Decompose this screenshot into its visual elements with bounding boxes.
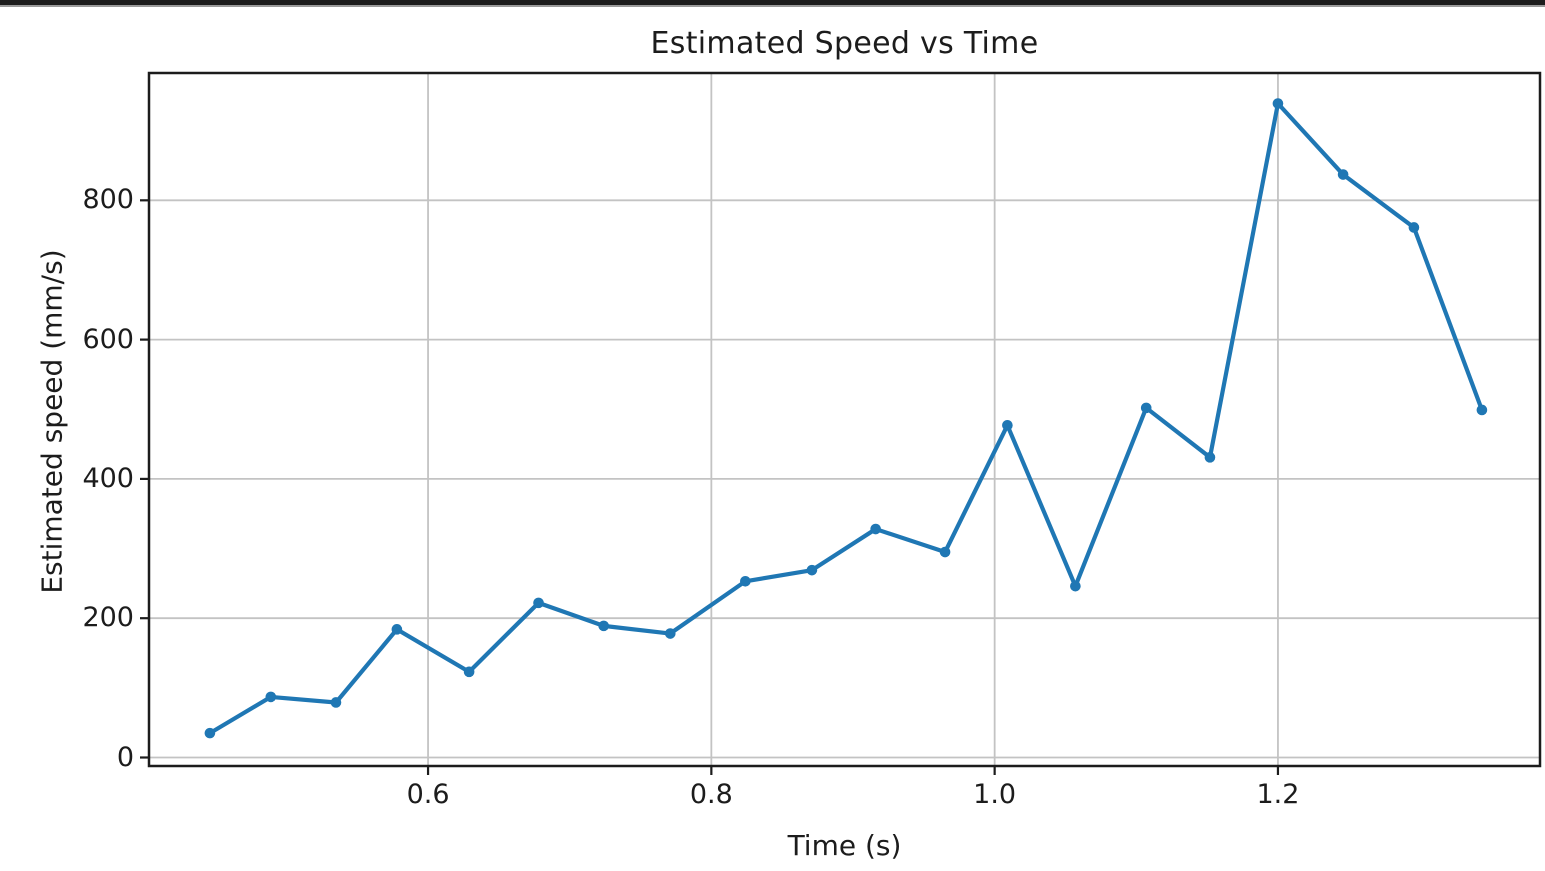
- top-black-bar: [0, 0, 1545, 7]
- data-point-marker: [1408, 222, 1420, 233]
- y-tick-label: 600: [82, 323, 134, 355]
- data-point-marker: [870, 523, 881, 535]
- data-point-marker: [265, 691, 277, 703]
- data-point-marker: [1070, 580, 1081, 592]
- y-tick-label: 200: [82, 602, 134, 634]
- data-point-marker: [598, 620, 609, 632]
- x-axis-label: Time (s): [787, 829, 902, 862]
- data-point-marker: [1337, 169, 1349, 180]
- data-point-marker: [463, 666, 475, 678]
- data-point-marker: [740, 575, 751, 587]
- y-axis-label: Estimated speed (mm/s): [35, 249, 69, 594]
- data-point-marker: [939, 546, 951, 558]
- data-point-marker: [330, 697, 342, 708]
- data-point-marker: [204, 727, 216, 739]
- speed-line: [207, 101, 1485, 736]
- chart-title: Estimated Speed vs Time: [650, 26, 1039, 61]
- x-tick-label: 0.6: [406, 779, 450, 810]
- data-point-marker: [1002, 419, 1013, 431]
- data-point-marker: [806, 564, 818, 576]
- data-point-marker: [391, 624, 403, 635]
- data-point-marker: [1476, 404, 1488, 416]
- x-tick-label: 1.0: [973, 779, 1017, 810]
- data-point-marker: [664, 628, 676, 639]
- y-tick-label: 800: [82, 184, 134, 216]
- y-tick-label: 400: [82, 462, 134, 494]
- data-point-marker: [1140, 402, 1152, 414]
- x-tick-label: 1.2: [1256, 779, 1300, 810]
- axes-frame: [147, 71, 1542, 768]
- data-point-marker: [1272, 98, 1284, 109]
- data-point-marker: [533, 597, 544, 609]
- x-tick-label: 0.8: [689, 779, 733, 810]
- y-tick-label: 0: [116, 741, 134, 773]
- data-point-marker: [1204, 452, 1216, 463]
